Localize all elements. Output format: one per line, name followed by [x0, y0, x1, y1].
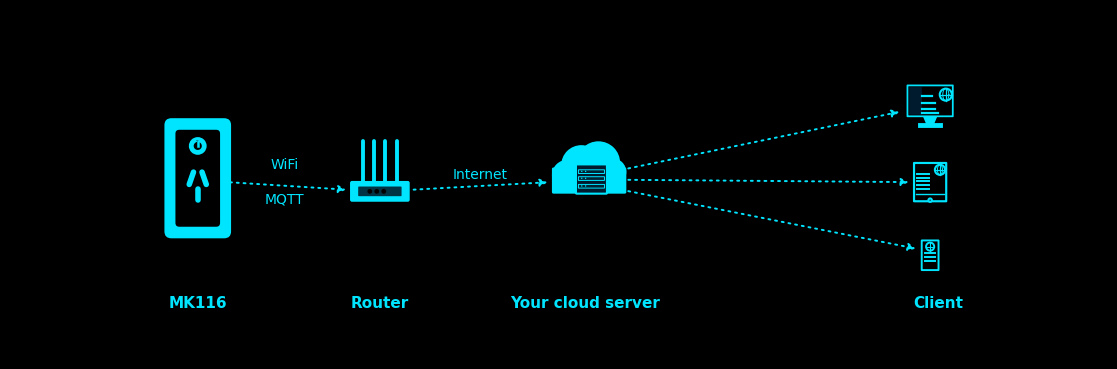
FancyBboxPatch shape	[552, 168, 627, 194]
Circle shape	[561, 145, 602, 185]
FancyBboxPatch shape	[579, 184, 604, 188]
Text: Internet: Internet	[454, 168, 508, 182]
Circle shape	[585, 185, 586, 187]
FancyBboxPatch shape	[579, 170, 604, 173]
Circle shape	[190, 139, 206, 153]
Circle shape	[552, 160, 583, 190]
FancyBboxPatch shape	[908, 86, 952, 115]
FancyBboxPatch shape	[576, 165, 607, 194]
FancyBboxPatch shape	[920, 239, 939, 271]
Circle shape	[581, 185, 582, 187]
Circle shape	[581, 177, 582, 179]
Text: Router: Router	[351, 296, 409, 311]
Circle shape	[382, 190, 385, 193]
Circle shape	[576, 141, 620, 184]
Circle shape	[599, 158, 627, 186]
FancyBboxPatch shape	[909, 87, 922, 115]
Text: Client: Client	[913, 296, 963, 311]
Circle shape	[939, 89, 952, 101]
FancyBboxPatch shape	[164, 118, 231, 238]
FancyBboxPatch shape	[915, 164, 945, 200]
FancyBboxPatch shape	[913, 162, 947, 202]
FancyBboxPatch shape	[907, 85, 954, 117]
Polygon shape	[924, 116, 936, 125]
Circle shape	[585, 177, 586, 179]
Text: WiFi: WiFi	[270, 158, 299, 172]
FancyBboxPatch shape	[923, 241, 937, 269]
Circle shape	[581, 170, 582, 172]
FancyBboxPatch shape	[579, 177, 604, 180]
Circle shape	[935, 165, 945, 175]
Text: MQTT: MQTT	[265, 192, 305, 206]
Text: MK116: MK116	[169, 296, 227, 311]
Circle shape	[928, 199, 932, 202]
Text: Your cloud server: Your cloud server	[510, 296, 660, 311]
Circle shape	[926, 242, 934, 251]
Circle shape	[375, 190, 379, 193]
FancyBboxPatch shape	[359, 186, 402, 196]
FancyBboxPatch shape	[175, 130, 220, 227]
Circle shape	[585, 170, 586, 172]
FancyBboxPatch shape	[350, 181, 410, 202]
Circle shape	[369, 190, 372, 193]
